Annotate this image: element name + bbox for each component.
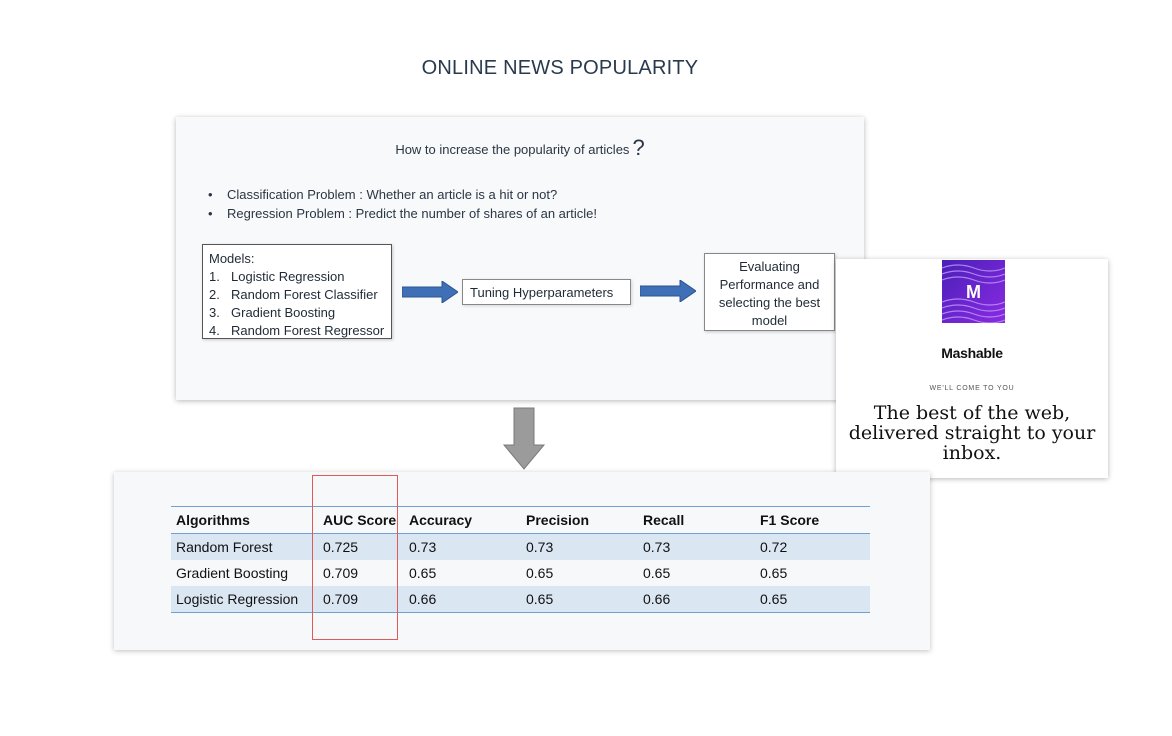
- table-cell: 0.65: [521, 586, 638, 613]
- table-cell: 0.66: [638, 586, 755, 613]
- models-box: Models: 1. Logistic Regression 2. Random F…: [202, 244, 392, 339]
- logo-letter: M: [966, 282, 981, 302]
- evaluation-box: Evaluating Performance and selecting the…: [704, 253, 835, 331]
- arrow-down-icon: [502, 407, 546, 470]
- arrow-right-icon: [640, 280, 696, 302]
- results-table: Algorithms AUC Score Accuracy Precision …: [171, 506, 870, 613]
- evaluation-line: Performance and: [719, 277, 820, 292]
- models-list: 1. Logistic Regression 2. Random Forest Cl…: [209, 268, 391, 340]
- model-item: 3. Gradient Boosting: [209, 304, 391, 322]
- header-recall: Recall: [638, 506, 755, 534]
- header-f1-score: F1 Score: [755, 506, 870, 534]
- question-label: How to increase the popularity of articl…: [395, 142, 630, 157]
- header-precision: Precision: [521, 506, 638, 534]
- mashable-card: M Mashable WE'LL COME TO YOU The best of…: [836, 259, 1108, 478]
- table-cell: 0.65: [409, 565, 437, 581]
- evaluation-line: Evaluating: [739, 259, 800, 274]
- table-cell: Logistic Regression: [171, 586, 318, 613]
- header-accuracy: Accuracy: [404, 506, 521, 534]
- model-item: 4. Random Forest Regressor: [209, 322, 391, 340]
- results-panel: Algorithms AUC Score Accuracy Precision …: [114, 472, 930, 650]
- headline-line: delivered straight to your: [848, 422, 1096, 444]
- table-row: Gradient Boosting 0.709 0.65 0.65 0.65 0…: [171, 560, 870, 586]
- table-cell: 0.73: [404, 533, 521, 560]
- model-name: Random Forest Regressor: [231, 323, 385, 338]
- mashable-logo: M: [942, 260, 1005, 323]
- table-cell: 0.72: [755, 533, 870, 560]
- bullet-classification: Classification Problem : Whether an arti…: [208, 187, 597, 202]
- auc-highlight-box: [312, 475, 398, 640]
- table-cell: 0.73: [638, 533, 755, 560]
- table-cell: Gradient Boosting: [176, 565, 289, 581]
- question-text: How to increase the popularity of articl…: [176, 135, 864, 161]
- headline-line: inbox.: [942, 442, 1002, 464]
- table-cell: 0.65: [526, 565, 554, 581]
- model-number: 1.: [209, 269, 220, 284]
- table-row: Random Forest 0.725 0.73 0.73 0.73 0.72: [171, 533, 870, 560]
- evaluation-line: selecting the best: [718, 295, 821, 310]
- model-number: 4.: [209, 323, 220, 338]
- model-item: 1. Logistic Regression: [209, 268, 391, 286]
- headline: The best of the web, delivered straight …: [836, 403, 1108, 463]
- bullet-regression: Regression Problem : Predict the number …: [208, 206, 597, 221]
- table-cell: 0.709: [318, 586, 404, 613]
- table-cell: 0.725: [318, 533, 404, 560]
- table-header-row: Algorithms AUC Score Accuracy Precision …: [171, 506, 870, 534]
- evaluation-line: model: [751, 313, 788, 328]
- header-algorithms: Algorithms: [171, 506, 318, 534]
- table-cell: Random Forest: [171, 533, 318, 560]
- arrow-right-icon: [402, 281, 458, 303]
- model-name: Gradient Boosting: [231, 305, 336, 320]
- brand-name: Mashable: [941, 345, 1003, 361]
- model-name: Logistic Regression: [231, 269, 345, 284]
- process-slide: How to increase the popularity of articl…: [176, 117, 864, 400]
- model-name: Random Forest Classifier: [231, 287, 378, 302]
- model-number: 3.: [209, 305, 220, 320]
- table-row: Logistic Regression 0.709 0.66 0.65 0.66…: [171, 586, 870, 613]
- model-item: 2. Random Forest Classifier: [209, 286, 391, 304]
- problem-list: Classification Problem : Whether an arti…: [208, 187, 597, 225]
- table-cell: 0.65: [755, 586, 870, 613]
- table-cell: 0.73: [521, 533, 638, 560]
- page-title: ONLINE NEWS POPULARITY: [421, 57, 699, 79]
- tuning-box: Tuning Hyperparameters: [462, 279, 631, 305]
- question-mark: ?: [632, 135, 645, 160]
- models-heading: Models:: [209, 251, 255, 266]
- headline-line: The best of the web,: [873, 402, 1071, 424]
- header-auc-score: AUC Score: [318, 506, 404, 534]
- table-cell: 0.65: [643, 565, 671, 581]
- model-number: 2.: [209, 287, 220, 302]
- table-cell: 0.65: [760, 565, 788, 581]
- table-cell: 0.66: [404, 586, 521, 613]
- table-cell: 0.709: [323, 565, 359, 581]
- tagline: WE'LL COME TO YOU: [929, 385, 1015, 392]
